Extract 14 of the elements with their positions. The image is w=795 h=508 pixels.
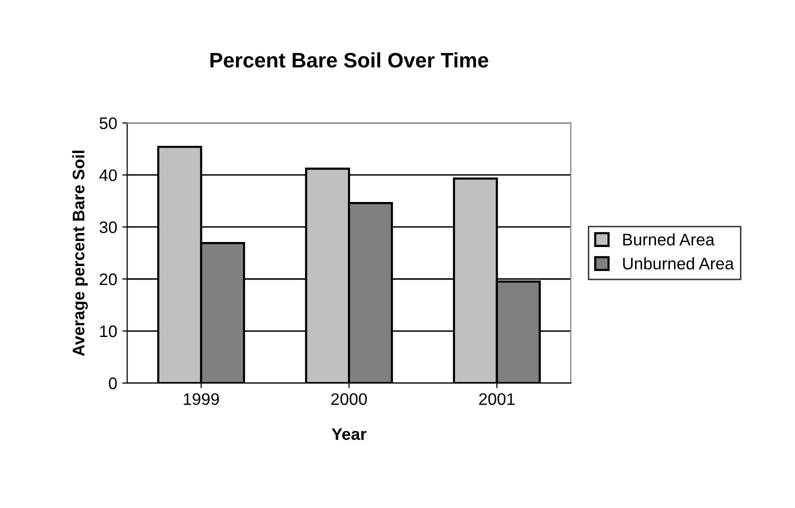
- x-tick-label: 1999: [184, 393, 219, 405]
- x-axis-title: Year: [332, 428, 366, 440]
- x-tick-label: 2001: [479, 393, 515, 405]
- y-tick-label: 40: [99, 169, 117, 182]
- y-tick-label: 20: [100, 273, 117, 286]
- y-tick-label: 50: [100, 117, 117, 130]
- x-tick-label: 2000: [331, 393, 367, 405]
- chart-title: Percent Bare Soil Over Time: [210, 52, 488, 68]
- y-tick-label: 0: [108, 377, 117, 390]
- y-tick-label: 30: [100, 221, 117, 234]
- y-tick-label: 10: [100, 325, 117, 338]
- y-axis-title: Average percent Bare Soil: [72, 150, 88, 356]
- legend-label: Burned Area: [623, 233, 715, 246]
- legend-label: Unburned Area: [623, 257, 734, 270]
